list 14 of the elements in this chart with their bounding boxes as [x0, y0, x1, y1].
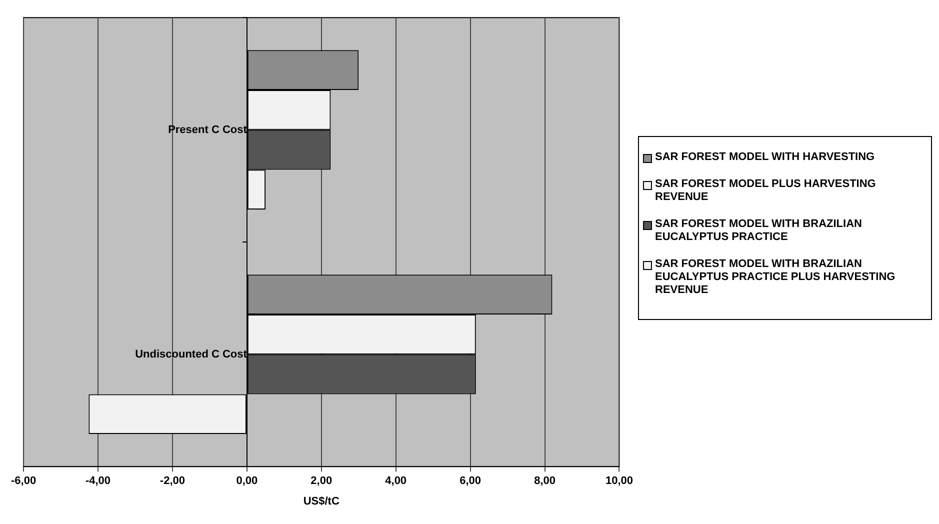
x-tick-label: -2,00: [160, 475, 185, 488]
legend-label: SAR FOREST MODEL WITH BRAZILIAN EUCALYPTUS PRACTICE PLUS HARVESTING REVENUE: [655, 258, 896, 297]
legend-label: SAR FOREST MODEL PLUS HARVESTING REVENUE: [655, 178, 877, 204]
legend-label: SAR FOREST MODEL WITH HARVESTING: [655, 151, 875, 164]
x-tick-label: -6,00: [10, 475, 36, 488]
x-tick-label: 8,00: [534, 475, 556, 488]
x-tick-label: 2,00: [310, 475, 332, 488]
x-tick-label: 4,00: [385, 475, 407, 488]
x-tick-label: 6,00: [460, 475, 482, 488]
x-axis-title: US$/tC: [303, 495, 340, 508]
x-tick-label: 10,00: [605, 475, 633, 488]
x-tick-label: -4,00: [85, 475, 111, 488]
x-tick-label: 0,00: [236, 475, 258, 488]
legend-label: SAR FOREST MODEL WITH BRAZILIAN EUCALYPTUS PRACTICE: [655, 218, 863, 244]
